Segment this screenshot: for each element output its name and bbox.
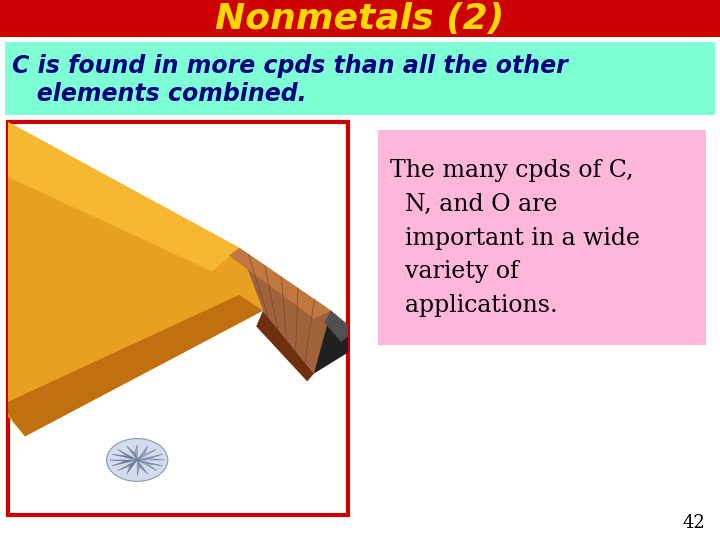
Polygon shape [138, 446, 148, 460]
Text: 42: 42 [683, 514, 705, 532]
Polygon shape [118, 449, 138, 460]
Polygon shape [239, 248, 341, 374]
Polygon shape [256, 310, 314, 381]
Polygon shape [112, 454, 138, 460]
Polygon shape [138, 449, 157, 460]
Text: C is found in more cpds than all the other: C is found in more cpds than all the oth… [12, 54, 568, 78]
Polygon shape [324, 310, 355, 342]
Bar [8, 122, 348, 515]
Polygon shape [138, 460, 140, 475]
Ellipse shape [107, 438, 168, 481]
Polygon shape [127, 446, 138, 460]
Polygon shape [135, 445, 138, 460]
Polygon shape [127, 460, 138, 474]
Polygon shape [0, 122, 239, 271]
Polygon shape [138, 460, 163, 466]
Text: The many cpds of C,
  N, and O are
  important in a wide
  variety of
  applicat: The many cpds of C, N, and O are importa… [390, 159, 640, 317]
Text: elements combined.: elements combined. [12, 82, 307, 106]
Polygon shape [138, 460, 148, 474]
Polygon shape [138, 454, 163, 460]
Polygon shape [229, 248, 331, 319]
Bar [0, 0, 720, 37]
Polygon shape [112, 460, 138, 466]
Polygon shape [314, 310, 365, 374]
Polygon shape [138, 460, 157, 471]
Polygon shape [1, 295, 263, 436]
Polygon shape [118, 460, 138, 471]
Bar [378, 130, 706, 345]
Text: Nonmetals (2): Nonmetals (2) [215, 2, 505, 36]
Polygon shape [109, 460, 138, 461]
Polygon shape [0, 122, 263, 436]
Bar [5, 42, 715, 115]
Polygon shape [138, 458, 165, 460]
